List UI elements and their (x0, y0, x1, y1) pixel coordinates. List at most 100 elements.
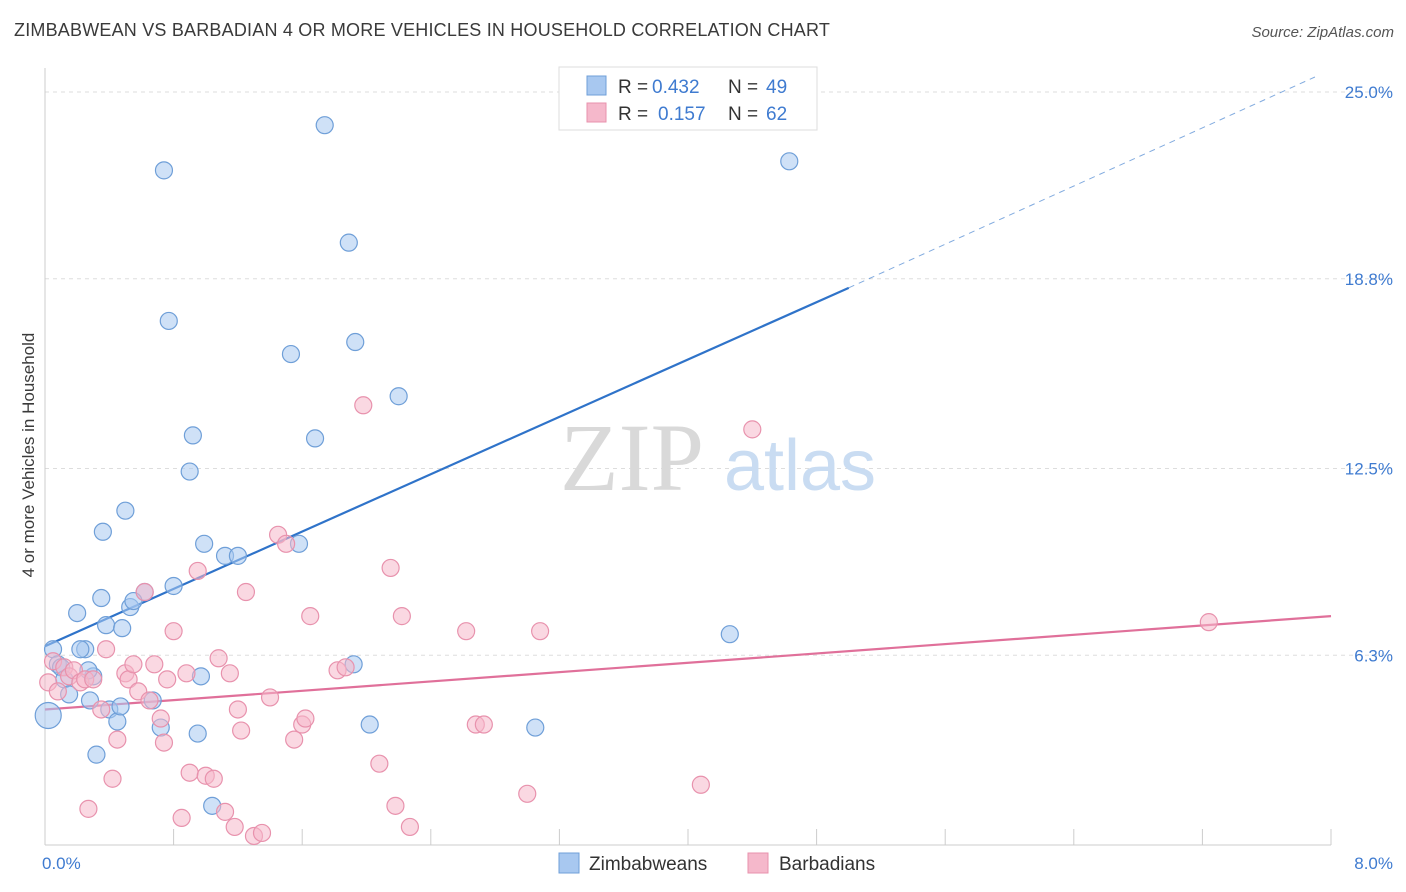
y-tick-label: 18.8% (1345, 270, 1393, 289)
barbadian-point (151, 709, 170, 728)
barbadian-point (154, 733, 174, 752)
zimbabwean-point (360, 715, 379, 734)
barbadian-point (79, 799, 98, 818)
zimbabwean-point (339, 233, 358, 252)
stats-swatch-pink (586, 102, 607, 123)
zimbabwean-point (113, 619, 132, 638)
barbadian-point (215, 802, 235, 821)
y-tick-label: 12.5% (1345, 460, 1393, 479)
zimbabwean-point (195, 534, 214, 553)
stats-n-label: N = (728, 104, 758, 125)
zimbabwean-point (71, 640, 90, 659)
zimbabwean-point (526, 718, 545, 737)
zimbabwean-point (164, 576, 183, 596)
zimbabwean-point (389, 387, 408, 406)
stats-swatch-blue (586, 75, 607, 96)
barbadian-point (252, 823, 272, 843)
barbadian-point (225, 817, 244, 837)
chart-title: ZIMBABWEAN VS BARBADIAN 4 OR MORE VEHICL… (14, 20, 831, 40)
zimbabwean-point (315, 116, 334, 135)
barbadian-point (400, 817, 420, 837)
zimbabwean-trend-extension (848, 76, 1316, 289)
barbadian-point (474, 715, 493, 734)
zimbabwean-point (68, 603, 87, 623)
barbadian-point (204, 769, 223, 788)
barbadian-trend-line (44, 615, 1332, 711)
legend-swatch-zimbabweans (558, 852, 580, 874)
barbadian-point (518, 784, 537, 803)
barbadian-point (386, 796, 405, 815)
barbadian-point (228, 700, 247, 719)
y-tick-label: 6.3% (1354, 646, 1393, 665)
stats-legend: R = 0.432 N = 49 R = 0.157 N = 62 (558, 66, 818, 131)
barbadian-point (209, 649, 228, 668)
stats-n-value: 49 (766, 77, 787, 98)
barbadian-point (96, 640, 116, 659)
barbadian-point (92, 700, 111, 719)
stats-r-value: 0.432 (652, 77, 700, 98)
barbadian-point (296, 709, 315, 728)
zimbabwean-point (188, 724, 207, 743)
barbadian-point (354, 396, 373, 415)
watermark-zip: ZIP (560, 404, 704, 511)
barbadian-point (277, 534, 296, 553)
zimbabwean-point (92, 588, 111, 608)
barbadian-point (172, 808, 191, 827)
legend-swatch-barbadians (747, 852, 769, 874)
barbadian-point (392, 607, 411, 626)
barbadian-point (103, 769, 122, 788)
barbadian-point (236, 582, 256, 602)
barbadian-point (691, 775, 710, 794)
series-legend: Zimbabweans Barbadians (558, 852, 875, 875)
barbadian-point (188, 561, 207, 581)
barbadian-point (140, 691, 159, 710)
barbadian-point (381, 558, 400, 578)
zimbabwean-point (228, 546, 247, 565)
zimbabwean-point (183, 426, 202, 445)
watermark: ZIP atlas (560, 404, 876, 511)
stats-n-value: 62 (766, 104, 787, 125)
barbadian-point (164, 622, 183, 641)
stats-r-value: 0.157 (658, 104, 706, 125)
barbadian-point (301, 607, 320, 626)
barbadian-point (285, 730, 304, 749)
barbadian-point (177, 664, 196, 683)
zimbabwean-point (281, 344, 301, 364)
y-tick-label: 25.0% (1345, 83, 1393, 102)
zimbabwean-point (159, 311, 178, 331)
zimbabwean-point (116, 501, 135, 520)
stats-r-label: R = (618, 104, 648, 125)
barbadian-point (260, 688, 280, 707)
zimbabwean-point (720, 625, 739, 644)
barbadian-point (158, 670, 177, 689)
barbadian-point (370, 754, 389, 773)
barbadian-point (124, 655, 143, 674)
tick-labels: 6.3% 12.5% 18.8% 25.0% 0.0% 8.0% (42, 83, 1393, 873)
barbadian-point (48, 682, 67, 701)
zimbabwean-point (780, 152, 799, 171)
barbadian-point (457, 622, 476, 641)
barbadian-point (145, 655, 164, 674)
source-credit: Source: ZipAtlas.com (1251, 24, 1394, 41)
zimbabwean-point (305, 429, 325, 448)
zimbabwean-point (154, 161, 174, 180)
zimbabwean-point (346, 332, 365, 352)
zimbabwean-point (87, 745, 106, 764)
barbadian-point (1199, 613, 1218, 632)
y-axis-label: 4 or more Vehicles in Household (19, 333, 38, 578)
trend-lines (44, 76, 1332, 711)
barbadian-point (135, 582, 154, 602)
barbadian-point (180, 763, 199, 782)
zimbabwean-point (108, 712, 127, 731)
barbadian-point (108, 730, 127, 749)
gridlines (45, 91, 1392, 656)
legend-label-zimbabweans: Zimbabweans (589, 854, 707, 875)
legend-label-barbadians: Barbadians (779, 854, 875, 875)
barbadian-point (743, 420, 762, 439)
barbadian-point (531, 622, 550, 641)
watermark-atlas: atlas (724, 426, 876, 506)
barbadian-point (84, 670, 103, 689)
stats-r-label: R = (618, 77, 648, 98)
zimbabwean-point (111, 697, 130, 716)
x-tick-label: 8.0% (1354, 854, 1393, 873)
